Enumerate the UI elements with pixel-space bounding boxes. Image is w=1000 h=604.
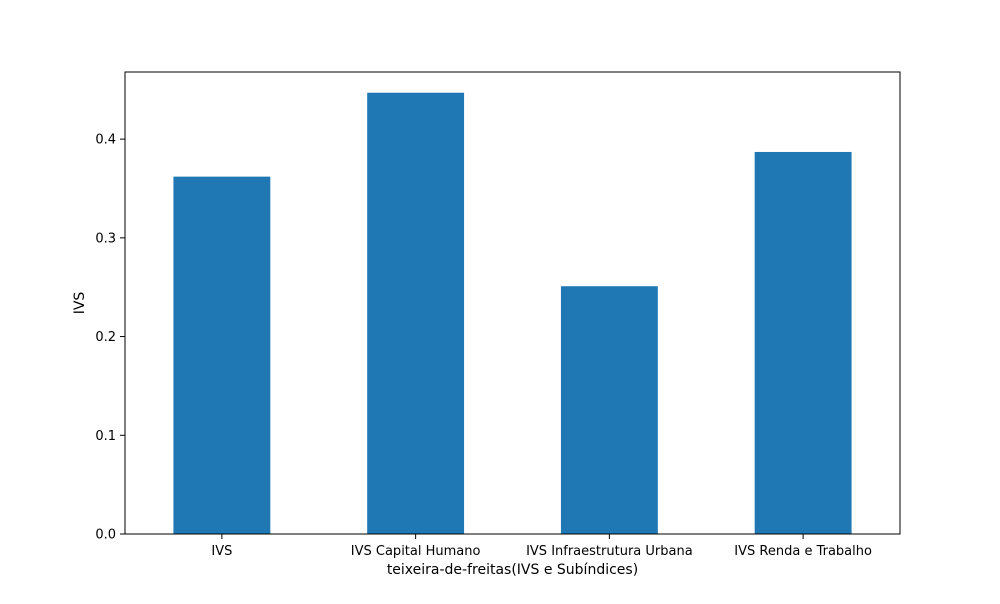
x-axis-label: teixeira-de-freitas(IVS e Subíndices) [387, 562, 638, 578]
y-tick-label: 0.4 [95, 133, 116, 148]
y-tick-label: 0.3 [95, 231, 116, 246]
bar-1 [367, 92, 465, 534]
y-tick-label: 0.1 [95, 429, 116, 444]
x-tick-label: IVS [211, 544, 232, 559]
x-tick-label: IVS Renda e Trabalho [734, 544, 872, 559]
plot-frame [124, 71, 901, 535]
x-tick-label: IVS Infraestrutura Urbana [526, 544, 693, 559]
x-tick-label: IVS Capital Humano [351, 544, 481, 559]
bars-layer [173, 92, 852, 534]
axes-layer [124, 71, 901, 535]
bar-2 [560, 286, 658, 534]
y-axis-label: IVS [72, 292, 88, 315]
y-tick-label: 0.2 [95, 330, 116, 345]
bar-0 [173, 176, 271, 534]
y-axis-ticks: 0.0 0.1 0.2 0.3 0.4 [95, 133, 125, 543]
y-tick-label: 0.0 [95, 528, 116, 543]
x-axis-ticks: IVS IVS Capital Humano IVS Infraestrutura … [211, 534, 872, 559]
bar-3 [754, 151, 852, 534]
